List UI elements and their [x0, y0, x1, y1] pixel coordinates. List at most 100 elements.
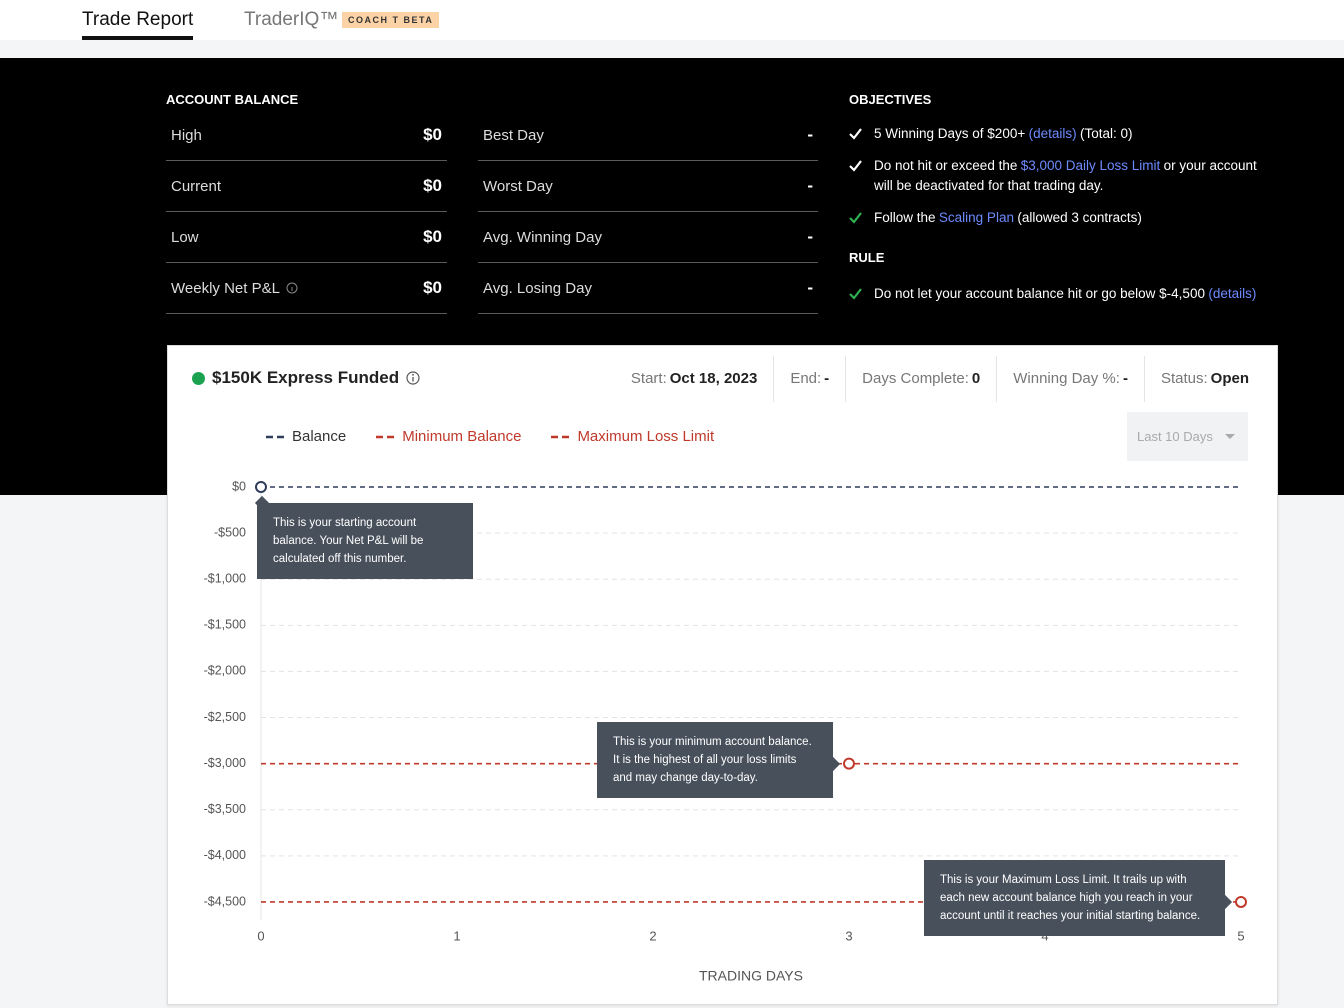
stat-row: Best Day - — [478, 110, 818, 161]
text: Do not hit or exceed the — [874, 158, 1018, 173]
stat-label: Avg. Winning Day — [483, 229, 602, 246]
check-icon — [849, 160, 862, 172]
text: Do not let your account balance hit or g… — [874, 286, 1205, 301]
label-text: Weekly Net P&L — [171, 279, 280, 297]
text: (Total: 0) — [1079, 126, 1133, 141]
stat-label: Low — [171, 229, 199, 246]
stat-label: Best Day — [483, 127, 544, 144]
link[interactable]: (details) — [1028, 126, 1077, 141]
legend-item: Minimum Balance — [376, 428, 521, 445]
card-stat: End: - — [773, 356, 845, 402]
stat-row: High $0 — [166, 110, 447, 161]
legend-label: Balance — [292, 428, 347, 445]
legend-item: Maximum Loss Limit — [551, 428, 714, 445]
stat-value: - — [824, 370, 830, 387]
range-label: Last 10 Days — [1137, 429, 1213, 444]
day-stats: Best Day - Worst Day - Avg. Winning Day - Avg.… — [478, 110, 818, 314]
stat-label: End: — [790, 370, 822, 387]
label-text: Avg. Winning Day — [483, 228, 602, 246]
legend-item: Balance — [266, 428, 346, 445]
tooltip: This is your Maximum Loss Limit. It trai… — [924, 859, 1225, 936]
text: Follow the — [874, 210, 936, 225]
card-header: $150K Express Funded — [192, 368, 423, 388]
objective-list: 5 Winning Days of $200+ (details) (Total: … — [849, 124, 1279, 228]
stat-value: $0 — [423, 278, 442, 297]
top-nav: Trade Report TraderIQ™ COACH T BETA — [0, 0, 1344, 40]
objective-item: 5 Winning Days of $200+ (details) (Total: … — [849, 124, 1279, 144]
card-stats: Start: Oct 18, 2023 End: - Days Complete: 0 Wi… — [615, 356, 1265, 402]
label-text: Current — [171, 177, 222, 195]
text: or your account will be deactivated for … — [874, 158, 1257, 193]
account-balance: ACCOUNT BALANCE High $0 Current $0 Low $0 Week… — [166, 90, 447, 314]
stat-value: Open — [1210, 370, 1249, 387]
info-icon[interactable] — [399, 370, 423, 386]
card-stat: Winning Day %: - — [996, 356, 1144, 402]
objective-item: Do not let your account balance hit or g… — [849, 284, 1279, 304]
objectives: OBJECTIVES 5 Winning Days of $200+ (detai… — [849, 90, 1279, 316]
stat-row: Avg. Losing Day - — [478, 263, 818, 314]
stat-label: Avg. Losing Day — [483, 280, 592, 297]
tooltip: This is your starting account balance. Y… — [257, 503, 473, 579]
card-title: $150K Express Funded — [212, 368, 400, 387]
card-stat: Start: Oct 18, 2023 — [615, 356, 773, 402]
legend-label: Maximum Loss Limit — [577, 428, 715, 445]
text: 5 Winning Days of $200+ — [874, 126, 1026, 141]
stat-row: Low $0 — [166, 212, 447, 263]
card-stat: Days Complete: 0 — [845, 356, 996, 402]
stat-value: 0 — [971, 370, 981, 387]
beta-badge: COACH T BETA — [342, 12, 440, 28]
stat-value: - — [807, 227, 813, 246]
objective-item: Do not hit or exceed the $3,000 Daily Los… — [849, 156, 1279, 196]
label-text: Worst Day — [483, 177, 553, 195]
stat-label: Worst Day — [483, 178, 553, 195]
stat-value: $0 — [423, 125, 442, 144]
stat-row: Worst Day - — [478, 161, 818, 212]
stat-value: - — [807, 125, 813, 144]
card-stat: Status: Open — [1143, 356, 1265, 402]
status-dot — [192, 371, 205, 385]
stat-label: Status: — [1160, 370, 1208, 387]
stat-label: Weekly Net P&L — [171, 280, 298, 297]
check-icon — [849, 128, 862, 140]
stat-label: High — [171, 127, 202, 144]
check-icon — [849, 212, 862, 224]
label-text: Low — [171, 228, 199, 246]
stat-row: Avg. Winning Day - — [478, 212, 818, 263]
section-title: ACCOUNT BALANCE — [166, 92, 299, 107]
legend: Balance Minimum Balance Maximum Loss Limit — [266, 428, 714, 445]
caret — [1224, 433, 1235, 439]
label-text: Avg. Losing Day — [483, 279, 592, 297]
link[interactable]: (details) — [1208, 286, 1257, 301]
range-select[interactable]: Last 10 Days — [1127, 412, 1248, 461]
legend-swatch — [551, 435, 572, 438]
label-text: Best Day — [483, 126, 544, 144]
section-title: OBJECTIVES — [849, 92, 932, 107]
stat-value: $0 — [423, 227, 442, 246]
label-text: High — [171, 126, 202, 144]
stat-row: Current $0 — [166, 161, 447, 212]
stat-label: Start: — [630, 370, 667, 387]
stat-label: Current — [171, 178, 221, 195]
stat-value: Oct 18, 2023 — [669, 370, 758, 387]
rule-list: Do not let your account balance hit or g… — [849, 284, 1279, 304]
legend-swatch — [376, 435, 397, 438]
nav-tab[interactable]: Trade Report — [82, 9, 194, 40]
info-icon[interactable] — [280, 281, 298, 295]
stat-value: - — [807, 278, 813, 297]
stat-value: - — [807, 176, 813, 195]
objective-item: Follow the Scaling Plan (allowed 3 contrac… — [849, 208, 1279, 228]
stat-value: $0 — [423, 176, 442, 195]
stat-value: - — [1122, 370, 1128, 387]
stat-label: Winning Day %: — [1013, 370, 1120, 387]
text: (allowed 3 contracts) — [1017, 210, 1142, 225]
tooltip: This is your minimum account balance. It… — [597, 721, 833, 798]
check-icon — [849, 288, 862, 300]
link[interactable]: Scaling Plan — [938, 210, 1014, 225]
link[interactable]: $3,000 Daily Loss Limit — [1020, 158, 1161, 173]
stat-label: Days Complete: — [862, 370, 969, 387]
stat-row: Weekly Net P&L $0 — [166, 263, 447, 314]
section-title: RULE — [849, 250, 885, 265]
legend-swatch — [266, 435, 286, 438]
nav-tab[interactable]: TraderIQ™ — [244, 9, 339, 30]
